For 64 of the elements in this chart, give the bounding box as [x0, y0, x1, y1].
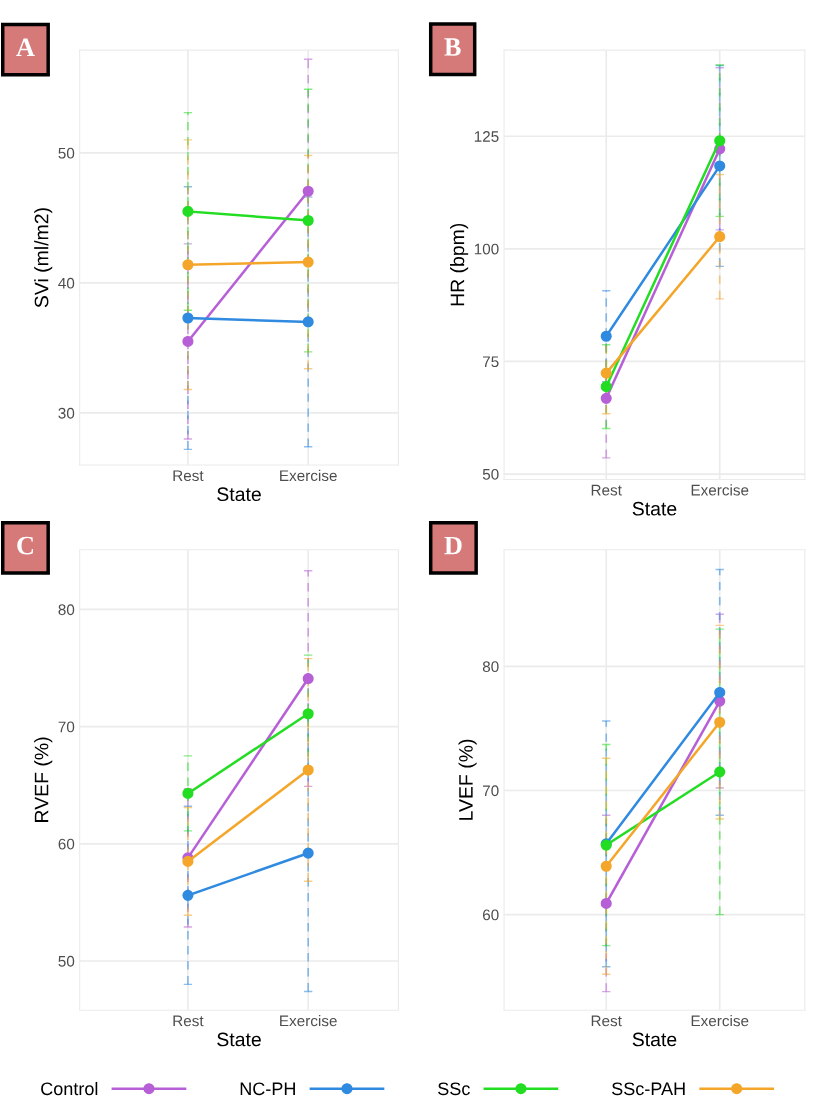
- point: [600, 897, 612, 910]
- y-tick-label: 50: [58, 147, 75, 159]
- point: [302, 214, 314, 227]
- y-tick-label: 70: [58, 721, 75, 733]
- x-tick-label: Rest: [173, 1015, 204, 1027]
- point: [600, 860, 612, 872]
- x-tick-label: Exercise: [280, 1015, 337, 1027]
- x-tick-label: Rest: [591, 1015, 622, 1027]
- x-tick-label: Exercise: [691, 1015, 749, 1027]
- x-tick-label: Exercise: [280, 469, 337, 482]
- point: [302, 316, 314, 328]
- y-axis-title: HR (bpm): [450, 223, 469, 306]
- point: [182, 259, 194, 271]
- text: D: [444, 536, 462, 555]
- point: [182, 889, 194, 901]
- point: [600, 330, 612, 342]
- text: B: [444, 38, 461, 56]
- point: [302, 673, 314, 685]
- point: [714, 135, 726, 147]
- y-axis-title: RVEF (%): [34, 737, 53, 822]
- x-tick-label: Rest: [173, 470, 204, 482]
- legend-label: Control: [41, 1081, 98, 1096]
- y-tick-label: 80: [482, 661, 499, 673]
- x-axis-title: State: [217, 1032, 261, 1047]
- y-tick-label: 60: [482, 909, 499, 921]
- y-tick-label: 75: [482, 356, 499, 368]
- point: [302, 847, 314, 859]
- x-axis-title: State: [632, 1032, 677, 1047]
- y-tick-label: 100: [474, 243, 499, 255]
- x-tick-label: Rest: [591, 484, 622, 496]
- point: [600, 381, 612, 393]
- point: [600, 367, 612, 379]
- point: [714, 160, 726, 172]
- x-axis-title: State: [632, 501, 677, 516]
- point: [714, 231, 726, 243]
- legend-label: SSc-PAH: [612, 1082, 685, 1096]
- point: [182, 205, 194, 217]
- point: [302, 256, 314, 268]
- legend-label: SSc: [438, 1082, 470, 1096]
- y-tick-label: 125: [474, 131, 499, 142]
- y-tick-label: 30: [58, 407, 75, 419]
- text: A: [16, 38, 35, 57]
- legend-label: NC-PH: [240, 1082, 295, 1096]
- text: C: [17, 536, 33, 555]
- point: [302, 764, 314, 776]
- y-tick-label: 60: [58, 838, 75, 850]
- point: [182, 335, 194, 347]
- point: [182, 312, 194, 324]
- point: [714, 686, 726, 698]
- x-axis-title: State: [217, 487, 261, 502]
- y-tick-label: 50: [482, 468, 499, 480]
- y-axis-title: LVEF (%): [458, 739, 477, 820]
- y-tick-label: 40: [58, 277, 75, 289]
- point: [302, 185, 314, 197]
- point: [182, 787, 194, 799]
- x-tick-label: Exercise: [691, 484, 749, 496]
- point: [714, 716, 726, 728]
- y-axis-title: SVi (ml/m2): [34, 208, 53, 308]
- y-tick-label: 70: [482, 785, 499, 797]
- point: [600, 392, 612, 404]
- point: [302, 708, 314, 720]
- y-tick-label: 50: [58, 955, 75, 967]
- point: [714, 766, 726, 778]
- y-tick-label: 80: [58, 604, 75, 616]
